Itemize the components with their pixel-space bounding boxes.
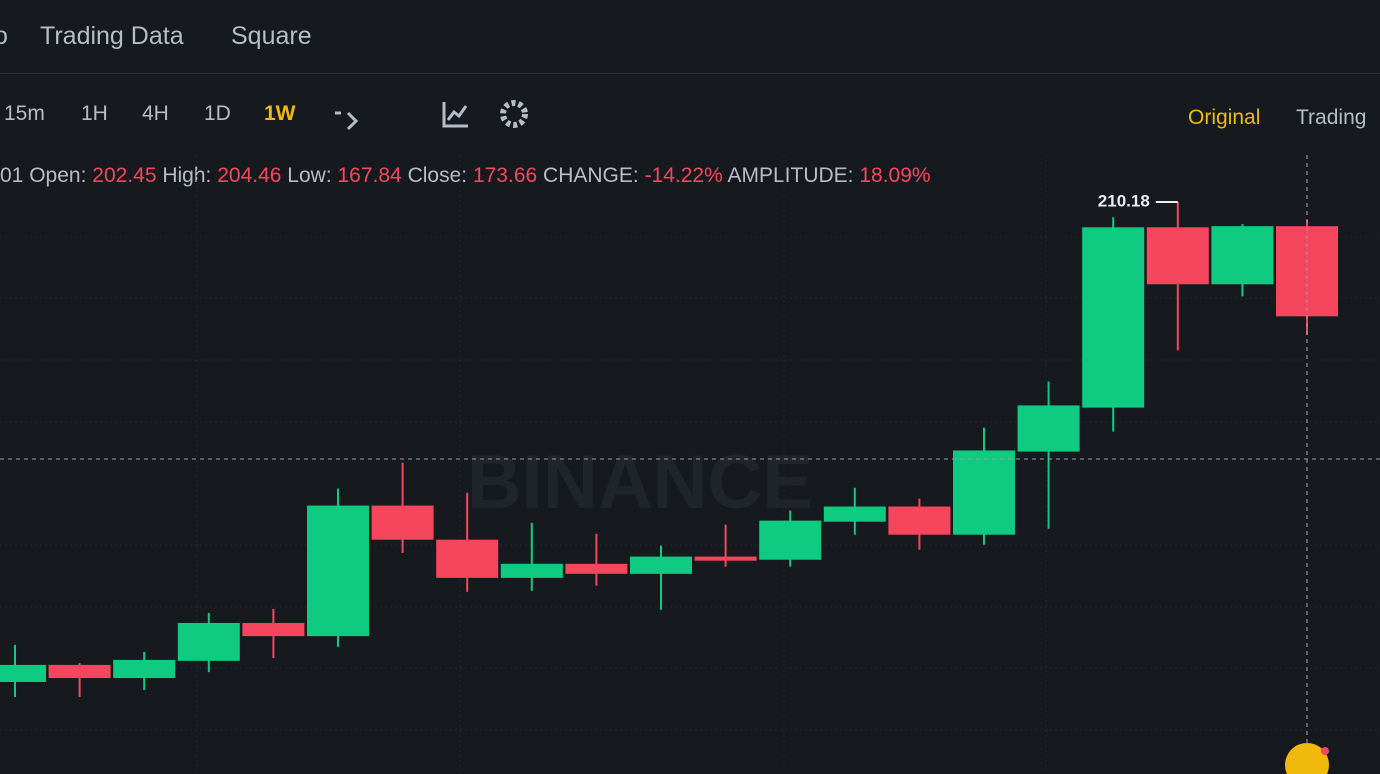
interval[interactable]: 4H: [142, 102, 169, 125]
candle-body: [1082, 227, 1145, 408]
candle-body: [0, 664, 46, 682]
date: 01: [0, 164, 24, 187]
top-nav: o Trading Data Square: [0, 0, 1380, 74]
label: Low:: [287, 164, 332, 187]
candle-body: [953, 450, 1015, 535]
nav-item[interactable]: Square: [231, 22, 312, 50]
value: 167.84: [337, 164, 402, 187]
view-tab[interactable]: Trading: [1296, 106, 1367, 129]
candle-body: [630, 556, 692, 574]
watermark: BINANCE: [467, 440, 813, 525]
candle-body: [1017, 405, 1080, 452]
interval[interactable]: 1H: [81, 102, 108, 125]
label: High:: [162, 164, 212, 187]
label: Open:: [29, 164, 87, 187]
candle-body: [242, 622, 305, 637]
settings-icon[interactable]: [500, 100, 528, 128]
value: 202.45: [92, 164, 157, 187]
view-tab[interactable]: Original: [1188, 106, 1261, 129]
candle-body: [177, 622, 240, 661]
max-label: 210.18: [1098, 191, 1150, 210]
candle-body: [371, 505, 434, 540]
value: 204.46: [217, 164, 282, 187]
label: AMPLITUDE:: [727, 164, 854, 187]
label: CHANGE:: [543, 164, 639, 187]
candle-body: [565, 563, 628, 574]
candle-body: [307, 505, 369, 637]
candle-body: [888, 506, 951, 535]
candle-body: [823, 506, 886, 522]
toolbar-icons[interactable]: [335, 102, 468, 131]
candle-body: [759, 520, 822, 560]
interval-active[interactable]: 1W: [264, 102, 296, 125]
value: 18.09%: [859, 164, 931, 187]
candle-body: [1211, 226, 1274, 285]
candle-body: [436, 539, 499, 578]
ohlc-info: 01 Open: 202.45 High: 204.46 Low: 167.84…: [0, 164, 931, 188]
grid: [0, 155, 1380, 774]
value: -14.22%: [644, 164, 723, 187]
value: 173.66: [472, 164, 538, 187]
nav-item[interactable]: o: [0, 22, 8, 50]
interval[interactable]: 1D: [204, 102, 231, 125]
nav-item[interactable]: Trading Data: [40, 22, 184, 50]
candle-body: [1146, 227, 1209, 285]
label: Close:: [407, 164, 468, 187]
candle-body: [694, 556, 757, 561]
badge: [1321, 747, 1329, 755]
interval[interactable]: 15m: [4, 102, 45, 125]
coin-icon[interactable]: [1285, 743, 1329, 774]
candle-body: [500, 563, 563, 578]
candle-body: [48, 664, 111, 679]
candle-body: [113, 659, 176, 679]
